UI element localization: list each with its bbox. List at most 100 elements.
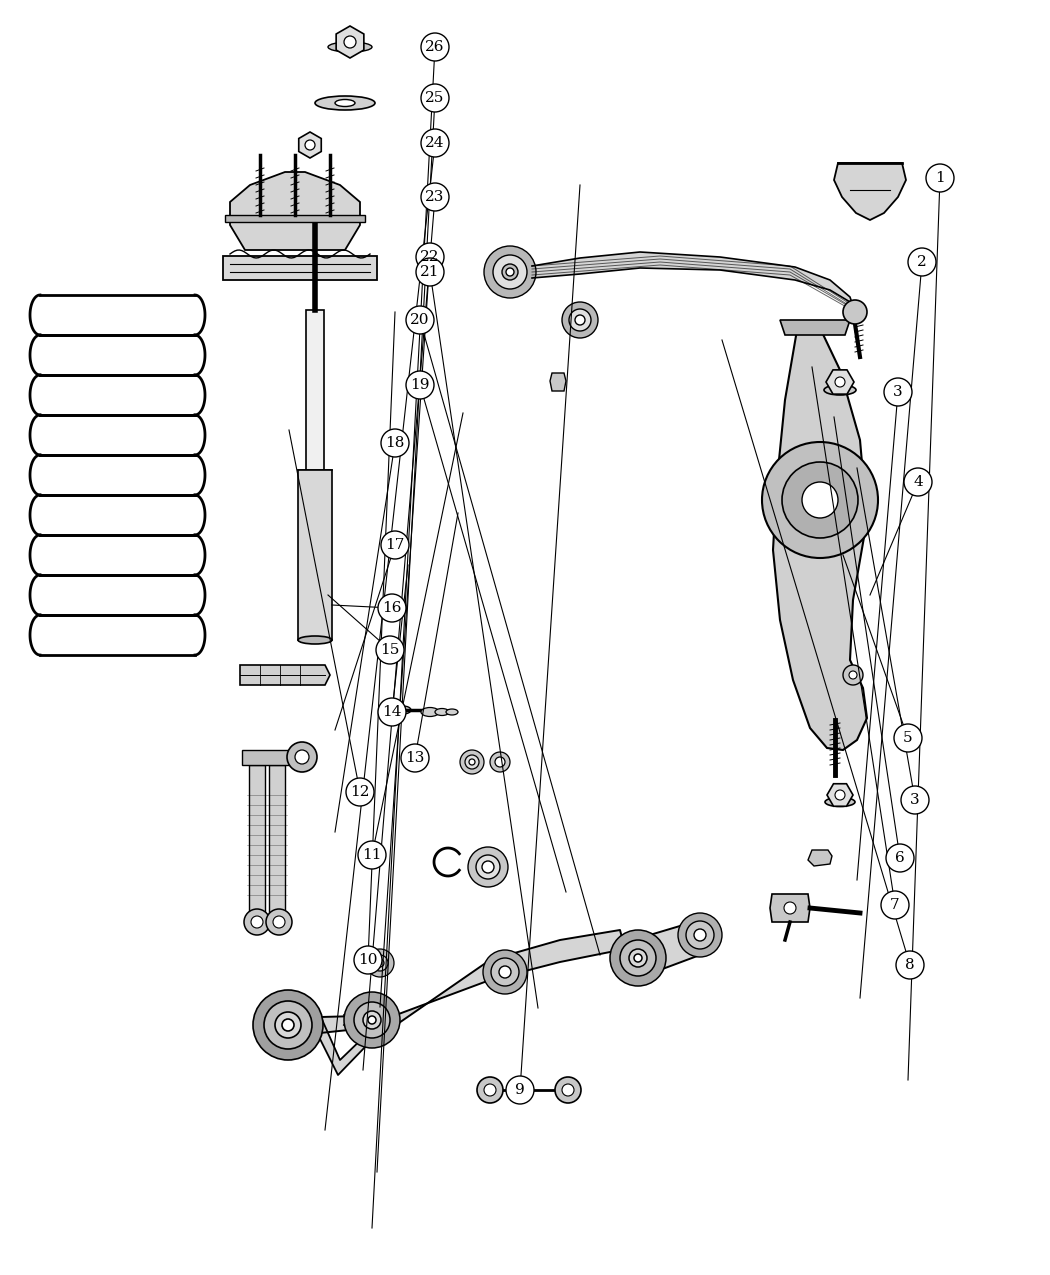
Circle shape bbox=[421, 33, 449, 61]
Polygon shape bbox=[225, 215, 365, 222]
Text: 20: 20 bbox=[411, 312, 429, 326]
Text: 1: 1 bbox=[936, 171, 945, 185]
Circle shape bbox=[381, 530, 410, 558]
Circle shape bbox=[802, 482, 838, 518]
Text: 9: 9 bbox=[516, 1082, 525, 1096]
Circle shape bbox=[354, 1002, 390, 1038]
Ellipse shape bbox=[335, 99, 355, 107]
Circle shape bbox=[884, 377, 912, 405]
Circle shape bbox=[835, 377, 845, 388]
Text: 8: 8 bbox=[905, 958, 915, 972]
Circle shape bbox=[421, 84, 449, 112]
Circle shape bbox=[372, 955, 388, 972]
Circle shape bbox=[273, 915, 285, 928]
Text: 6: 6 bbox=[895, 850, 905, 864]
Circle shape bbox=[620, 940, 656, 975]
Text: 14: 14 bbox=[382, 705, 402, 719]
Circle shape bbox=[287, 742, 317, 771]
Circle shape bbox=[346, 778, 374, 806]
Circle shape bbox=[495, 757, 505, 768]
Circle shape bbox=[762, 442, 878, 558]
Ellipse shape bbox=[328, 42, 372, 52]
Circle shape bbox=[416, 244, 444, 272]
Ellipse shape bbox=[825, 797, 855, 807]
Ellipse shape bbox=[395, 706, 411, 714]
Polygon shape bbox=[808, 850, 832, 866]
Circle shape bbox=[416, 258, 444, 286]
Circle shape bbox=[421, 129, 449, 157]
Circle shape bbox=[468, 847, 508, 887]
Circle shape bbox=[562, 1084, 574, 1096]
Polygon shape bbox=[306, 310, 324, 470]
Circle shape bbox=[835, 790, 845, 799]
Circle shape bbox=[694, 929, 706, 941]
Circle shape bbox=[363, 1011, 381, 1029]
Polygon shape bbox=[532, 252, 855, 314]
Circle shape bbox=[610, 929, 666, 986]
Circle shape bbox=[686, 921, 714, 949]
Text: 4: 4 bbox=[914, 476, 923, 490]
Circle shape bbox=[490, 752, 510, 771]
Ellipse shape bbox=[315, 96, 375, 110]
Circle shape bbox=[494, 255, 527, 289]
Polygon shape bbox=[298, 470, 332, 640]
Ellipse shape bbox=[824, 385, 856, 395]
Ellipse shape bbox=[446, 709, 458, 715]
Circle shape bbox=[477, 1077, 503, 1103]
Polygon shape bbox=[550, 374, 566, 391]
Text: 26: 26 bbox=[425, 40, 445, 54]
Circle shape bbox=[401, 745, 429, 771]
Circle shape bbox=[634, 954, 642, 963]
Polygon shape bbox=[780, 320, 850, 335]
Text: 18: 18 bbox=[385, 436, 404, 450]
Text: 23: 23 bbox=[425, 190, 445, 204]
Circle shape bbox=[421, 184, 449, 210]
Text: 24: 24 bbox=[425, 136, 445, 150]
Circle shape bbox=[629, 949, 647, 966]
Text: 21: 21 bbox=[420, 265, 440, 279]
Circle shape bbox=[282, 1019, 294, 1031]
Polygon shape bbox=[770, 894, 810, 922]
Polygon shape bbox=[318, 1015, 369, 1075]
Circle shape bbox=[266, 909, 292, 935]
Text: 17: 17 bbox=[385, 538, 404, 552]
Circle shape bbox=[562, 302, 598, 338]
Circle shape bbox=[784, 901, 796, 914]
Circle shape bbox=[555, 1077, 581, 1103]
Circle shape bbox=[376, 959, 384, 966]
Circle shape bbox=[502, 264, 518, 280]
Polygon shape bbox=[223, 256, 377, 280]
Circle shape bbox=[506, 1076, 534, 1104]
Circle shape bbox=[908, 249, 936, 275]
Circle shape bbox=[782, 462, 858, 538]
Circle shape bbox=[476, 856, 500, 878]
Polygon shape bbox=[827, 784, 853, 806]
Circle shape bbox=[376, 636, 404, 664]
Circle shape bbox=[275, 1012, 301, 1038]
Circle shape bbox=[484, 246, 536, 298]
Circle shape bbox=[491, 958, 519, 986]
Circle shape bbox=[843, 666, 863, 685]
Circle shape bbox=[926, 164, 954, 193]
Circle shape bbox=[354, 946, 382, 974]
Circle shape bbox=[482, 861, 494, 873]
Ellipse shape bbox=[298, 636, 332, 644]
Circle shape bbox=[368, 1016, 376, 1024]
Text: 16: 16 bbox=[382, 601, 402, 615]
Circle shape bbox=[569, 309, 591, 332]
Circle shape bbox=[460, 750, 484, 774]
Text: 11: 11 bbox=[362, 848, 382, 862]
Ellipse shape bbox=[435, 709, 449, 715]
Circle shape bbox=[506, 268, 514, 275]
Circle shape bbox=[469, 759, 475, 765]
Circle shape bbox=[264, 1001, 312, 1049]
Text: 12: 12 bbox=[351, 785, 370, 799]
Text: 2: 2 bbox=[917, 255, 927, 269]
Circle shape bbox=[378, 697, 406, 725]
Circle shape bbox=[304, 140, 315, 150]
Circle shape bbox=[678, 913, 722, 958]
Text: 3: 3 bbox=[910, 793, 920, 807]
Circle shape bbox=[483, 950, 527, 994]
Polygon shape bbox=[826, 370, 854, 394]
Polygon shape bbox=[249, 765, 265, 915]
